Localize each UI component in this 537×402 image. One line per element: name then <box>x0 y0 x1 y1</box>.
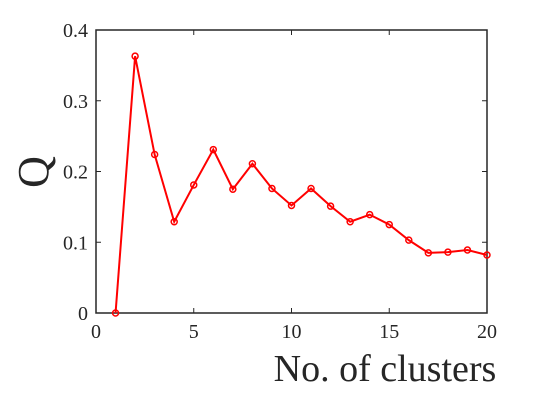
data-point <box>190 181 198 189</box>
data-point <box>170 217 178 226</box>
y-tick-label: 0 <box>78 303 88 325</box>
data-point <box>405 236 413 244</box>
y-tick-label: 0.4 <box>63 20 88 42</box>
data-point <box>483 251 491 259</box>
plot-frame <box>95 29 488 314</box>
data-point <box>326 202 335 210</box>
x-tick-label: 20 <box>477 321 497 343</box>
x-axis-label: No. of clusters <box>274 348 497 390</box>
data-point <box>444 248 452 256</box>
x-tick-label: 0 <box>91 321 101 343</box>
data-point <box>209 145 218 154</box>
data-point <box>131 52 139 60</box>
data-point <box>268 184 276 193</box>
data-line <box>114 55 488 314</box>
x-tick-label: 5 <box>189 321 199 343</box>
y-tick-label: 0.1 <box>63 232 88 254</box>
data-point <box>365 210 374 219</box>
x-tick-label: 15 <box>379 321 399 343</box>
data-point <box>248 159 257 168</box>
data-point <box>424 249 433 257</box>
data-point <box>111 309 120 317</box>
data-point <box>385 220 393 229</box>
x-tick-label: 10 <box>282 321 302 343</box>
data-point <box>463 246 472 254</box>
data-point <box>287 201 296 210</box>
data-point <box>346 217 354 226</box>
data-point <box>229 185 237 193</box>
data-point <box>150 150 159 159</box>
y-tick-label: 0.3 <box>63 91 88 113</box>
y-axis-label: Q <box>9 156 58 188</box>
y-tick-label: 0.2 <box>63 162 88 184</box>
data-point <box>307 184 315 193</box>
